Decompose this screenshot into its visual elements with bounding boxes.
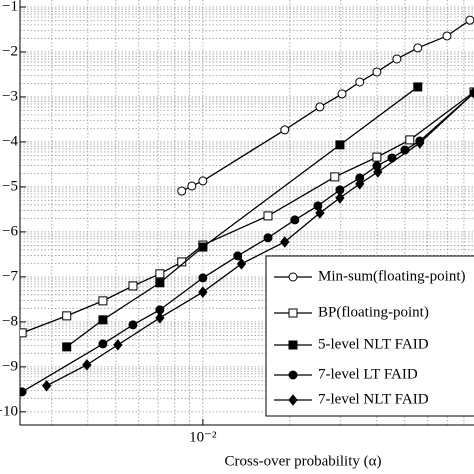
marker [373, 166, 383, 178]
marker [20, 387, 27, 397]
plot-frame [19, 0, 474, 426]
marker [177, 186, 187, 196]
legend-label: 5-level NLT FAID [318, 336, 429, 352]
series-line [21, 91, 474, 334]
plot-area [20, 15, 474, 397]
marker [187, 181, 197, 191]
y-tick-label: −1 [2, 0, 18, 14]
marker [82, 359, 92, 371]
marker [155, 269, 165, 279]
legend-box [265, 255, 474, 417]
marker [415, 137, 425, 149]
marker [355, 178, 365, 190]
marker [198, 242, 208, 252]
marker [155, 278, 165, 288]
marker [330, 172, 340, 182]
marker [355, 77, 365, 87]
marker [413, 82, 423, 92]
marker [288, 340, 298, 350]
marker [288, 308, 298, 318]
marker [98, 296, 108, 306]
marker [392, 54, 402, 64]
marker [288, 272, 298, 282]
x-axis-label: Cross-over probability (α) [225, 453, 382, 469]
marker [442, 31, 452, 41]
y-tick-label: −8 [2, 313, 18, 329]
y-tick-label: −7 [2, 268, 18, 284]
marker [337, 89, 347, 99]
marker [288, 370, 298, 380]
marker [62, 342, 72, 352]
marker [315, 102, 325, 112]
marker [198, 176, 208, 186]
marker [155, 312, 165, 324]
marker [198, 273, 208, 283]
legend-label: Min-sum(floating-point) [318, 268, 465, 284]
y-tick-label: −3 [2, 88, 18, 104]
marker [372, 152, 382, 162]
y-tick-label: −4 [2, 133, 18, 149]
marker [41, 379, 52, 392]
marker [413, 43, 423, 53]
marker [465, 15, 474, 25]
y-tick-label: −9 [2, 358, 18, 374]
legend-label: BP(floating-point) [318, 304, 429, 320]
y-tick-label: −5 [2, 178, 18, 194]
marker [280, 236, 290, 248]
marker [372, 67, 382, 77]
y-tick-label: −2 [2, 43, 18, 59]
marker [233, 251, 243, 261]
y-tick-label: −6 [2, 223, 18, 239]
marker [98, 315, 108, 325]
marker [20, 328, 27, 338]
marker [335, 192, 345, 204]
marker [405, 135, 415, 145]
marker [315, 207, 325, 219]
marker [198, 286, 208, 298]
legend-label: 7-level LT FAID [318, 366, 418, 382]
marker [128, 320, 138, 330]
y-tick-label: −10 [0, 403, 18, 419]
marker [263, 233, 273, 243]
marker [288, 394, 298, 406]
marker [263, 211, 273, 221]
marker [290, 215, 300, 225]
series-line [66, 86, 419, 348]
marker [113, 339, 123, 351]
marker [469, 87, 474, 99]
marker [98, 339, 108, 349]
marker [280, 125, 290, 135]
marker [236, 258, 247, 270]
marker [62, 311, 72, 321]
marker [335, 140, 345, 150]
marker [128, 281, 138, 291]
series-line [21, 92, 474, 393]
x-tick-label: 10⁻² [189, 429, 217, 445]
legend-label: 7-level NLT FAID [318, 391, 429, 407]
